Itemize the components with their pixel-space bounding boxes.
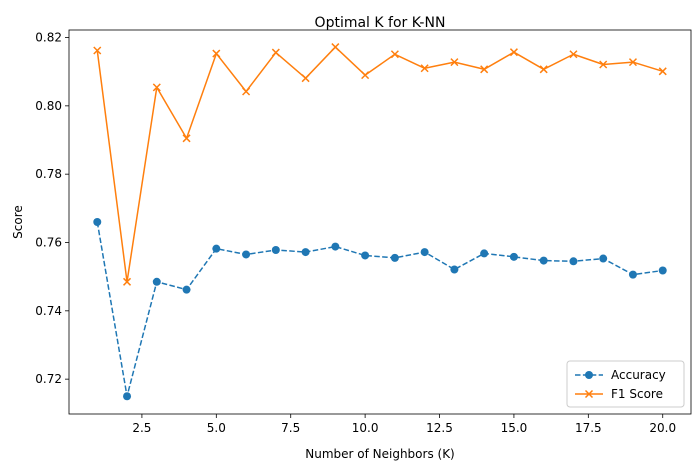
x-tick-label: 17.5: [575, 421, 602, 435]
f1-score-point: [361, 71, 370, 80]
x-axis-label: Number of Neighbors (K): [305, 447, 455, 461]
y-tick-label: 0.82: [35, 31, 62, 45]
f1-score-point: [242, 87, 251, 96]
accuracy-point: [450, 265, 459, 274]
accuracy-point: [331, 242, 340, 251]
f1-score-point: [569, 50, 578, 59]
y-tick-label: 0.76: [35, 235, 62, 249]
x-tick-label: 20.0: [649, 421, 676, 435]
f1-score-legend-label: F1 Score: [611, 387, 663, 401]
f1-score-point: [450, 58, 459, 67]
f1-score-point: [331, 43, 340, 52]
accuracy-point: [182, 285, 191, 294]
accuracy-point: [242, 250, 251, 259]
f1-score-series-line: [96, 46, 663, 283]
accuracy-point: [539, 256, 548, 265]
f1-score-point: [628, 58, 637, 67]
f1-score-point: [212, 49, 221, 58]
y-axis-label: Score: [11, 205, 25, 239]
accuracy-point: [361, 251, 370, 260]
f1-score-point: [301, 74, 310, 83]
f1-score-point: [390, 50, 399, 59]
x-tick-label: 5.0: [207, 421, 226, 435]
f1-score-point: [539, 65, 548, 74]
accuracy-point: [509, 252, 518, 261]
accuracy-point: [301, 248, 310, 257]
f1-score-point: [599, 60, 608, 69]
accuracy-legend-marker: [585, 371, 593, 379]
f1-score-point: [658, 67, 667, 76]
chart-title: Optimal K for K-NN: [315, 15, 446, 31]
f1-score-point: [182, 134, 191, 143]
accuracy-point: [480, 249, 489, 258]
accuracy-point: [569, 257, 578, 266]
y-tick-label: 0.78: [35, 167, 62, 181]
f1-score-point: [509, 48, 518, 57]
accuracy-point: [152, 277, 161, 286]
accuracy-point: [390, 253, 399, 262]
legend: Accuracy F1 Score: [566, 360, 685, 408]
legend-box: [566, 360, 685, 408]
f1-score-point: [420, 64, 429, 73]
x-tick-label: 10.0: [352, 421, 379, 435]
accuracy-point: [93, 218, 102, 226]
x-tick-label: 12.5: [426, 421, 453, 435]
accuracy-point: [628, 270, 637, 279]
f1-score-legend-marker: [584, 389, 594, 399]
f1-score-point: [123, 277, 132, 286]
x-tick-label: 15.0: [501, 421, 528, 435]
accuracy-point: [599, 254, 608, 263]
y-tick-label: 0.80: [35, 99, 62, 113]
x-tick-label: 7.5: [281, 421, 300, 435]
plot-area: [69, 30, 691, 414]
plot-frame: [68, 29, 692, 415]
f1-score-point: [93, 46, 102, 55]
y-tick-label: 0.74: [35, 304, 62, 318]
accuracy-point: [658, 266, 667, 275]
accuracy-series-line: [96, 221, 663, 397]
accuracy-point: [420, 248, 429, 257]
accuracy-legend-label: Accuracy: [611, 368, 666, 382]
accuracy-point: [212, 244, 221, 253]
x-tick-label: 2.5: [132, 421, 151, 435]
f1-score-point: [271, 48, 280, 57]
f1-score-point: [152, 83, 161, 92]
accuracy-point: [271, 246, 280, 255]
f1-score-point: [480, 65, 489, 74]
y-tick-label: 0.72: [35, 372, 62, 386]
accuracy-point: [123, 392, 132, 401]
